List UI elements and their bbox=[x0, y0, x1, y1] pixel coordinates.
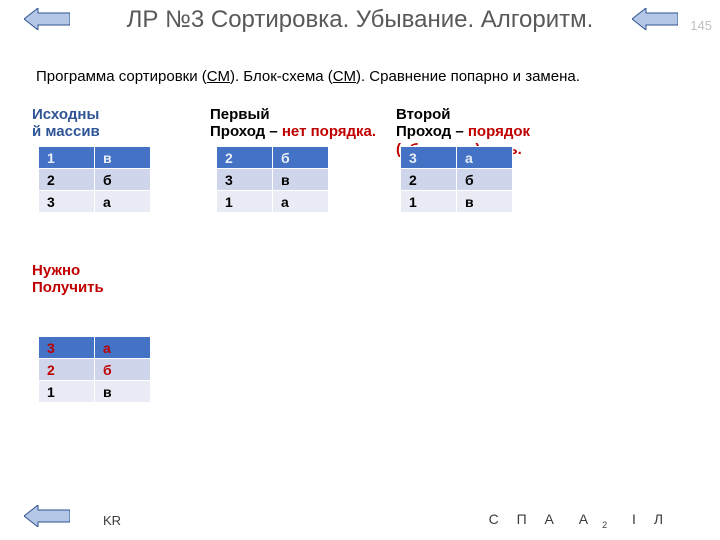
table-initial: 1 в 2 б 3 а bbox=[38, 146, 151, 213]
label-pass1: Первый Проход – нет порядка. bbox=[210, 106, 380, 141]
link-p[interactable]: П bbox=[517, 511, 527, 527]
link-sm2[interactable]: СМ bbox=[333, 68, 356, 85]
cell: б bbox=[457, 169, 513, 191]
cell: 2 bbox=[39, 169, 95, 191]
label-need: Нужно Получить bbox=[32, 262, 104, 297]
cell: б bbox=[95, 359, 151, 381]
label-initial: Исходны й массив bbox=[32, 106, 100, 141]
cell: 2 bbox=[217, 147, 273, 169]
link-c[interactable]: С bbox=[489, 511, 499, 527]
cell: 2 bbox=[39, 359, 95, 381]
cell: а bbox=[457, 147, 513, 169]
cell: а bbox=[273, 191, 329, 213]
cell: 3 bbox=[39, 337, 95, 359]
slide-title: ЛР №3 Сортировка. Убывание. Алгоритм. bbox=[0, 6, 720, 34]
link-a[interactable]: А bbox=[545, 511, 554, 527]
label-pass2-l2a: Проход – bbox=[396, 123, 468, 140]
subtitle-part2: ). Блок-схема ( bbox=[230, 68, 333, 85]
cell: 1 bbox=[39, 381, 95, 403]
cell: 1 bbox=[217, 191, 273, 213]
link-i[interactable]: I bbox=[632, 511, 636, 527]
cell: 1 bbox=[39, 147, 95, 169]
cell: в bbox=[273, 169, 329, 191]
table-pass1: 2 б 3 в 1 а bbox=[216, 146, 329, 213]
link-l[interactable]: Л bbox=[654, 511, 663, 527]
cell: 1 bbox=[401, 191, 457, 213]
label-need-l2: Получить bbox=[32, 279, 104, 296]
label-initial-l2: й массив bbox=[32, 123, 100, 140]
cell: в bbox=[95, 381, 151, 403]
cell: в bbox=[457, 191, 513, 213]
cell: 3 bbox=[217, 169, 273, 191]
footer-links: С П А А2 I Л bbox=[482, 511, 670, 530]
cell: а bbox=[95, 191, 151, 213]
cell: а bbox=[95, 337, 151, 359]
cell: 3 bbox=[401, 147, 457, 169]
label-pass1-red: нет порядка. bbox=[282, 123, 376, 140]
label-pass2-l1: Второй bbox=[396, 106, 596, 123]
subtitle-part3: ). Сравнение попарно и замена. bbox=[356, 68, 580, 85]
nav-prev-bottom[interactable] bbox=[24, 505, 70, 527]
cell: б bbox=[273, 147, 329, 169]
subtitle-line: Программа сортировки (СМ). Блок-схема (С… bbox=[36, 68, 676, 86]
cell: 3 bbox=[39, 191, 95, 213]
link-sm1[interactable]: СМ bbox=[207, 68, 230, 85]
table-need: 3 а 2 б 1 в bbox=[38, 336, 151, 403]
slide-number: 145 bbox=[690, 18, 712, 33]
label-need-l1: Нужно bbox=[32, 262, 104, 279]
subtitle-part1: Программа сортировки ( bbox=[36, 68, 207, 85]
label-pass1-l2a: Проход – bbox=[210, 123, 282, 140]
label-initial-l1: Исходны bbox=[32, 106, 100, 123]
footer-kr[interactable]: KR bbox=[103, 513, 121, 528]
cell: 2 bbox=[401, 169, 457, 191]
label-pass1-l1: Первый bbox=[210, 106, 380, 123]
cell: б bbox=[95, 169, 151, 191]
table-pass2: 3 а 2 б 1 в bbox=[400, 146, 513, 213]
link-a2[interactable]: А2 bbox=[572, 511, 614, 530]
cell: в bbox=[95, 147, 151, 169]
